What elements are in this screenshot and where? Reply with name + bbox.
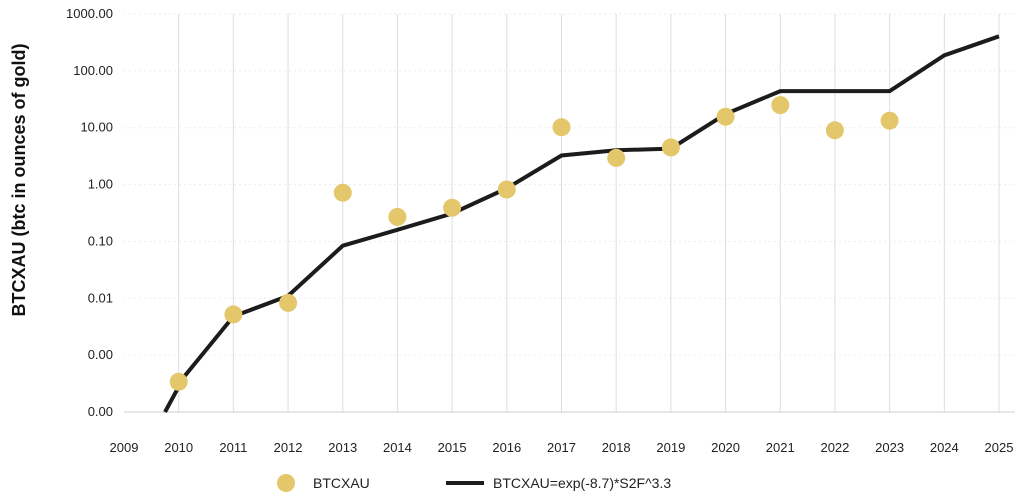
btcxau-scatter-series [169, 96, 899, 391]
y-tick-label: 100.00 [73, 63, 113, 78]
x-tick-label: 2024 [930, 440, 959, 455]
y-tick-label: 0.01 [88, 290, 113, 305]
x-tick-label: 2012 [274, 440, 303, 455]
x-tick-label: 2009 [110, 440, 139, 455]
btcxau-point [661, 138, 680, 157]
grid [124, 13, 1015, 412]
x-tick-label: 2022 [820, 440, 849, 455]
x-tick-label: 2018 [602, 440, 631, 455]
legend-marker-btcxau [277, 474, 295, 492]
x-tick-label: 2010 [164, 440, 193, 455]
btcxau-point [279, 293, 298, 312]
x-tick-label: 2011 [219, 440, 247, 455]
btcxau-point [716, 107, 735, 126]
model-line-series [163, 34, 1000, 413]
y-tick-label: 1000.00 [66, 6, 113, 21]
x-tick-label: 2014 [383, 440, 412, 455]
x-tick-label: 2025 [985, 440, 1014, 455]
legend-label-model: BTCXAU=exp(-8.7)*S2F^3.3 [493, 475, 671, 491]
btcxau-point [825, 121, 844, 140]
x-tick-label: 2015 [438, 440, 467, 455]
btcxau-point [607, 148, 626, 167]
btcxau-point [771, 96, 790, 115]
btcxau-point [333, 183, 352, 202]
x-tick-label: 2020 [711, 440, 740, 455]
y-tick-label: 0.10 [88, 233, 113, 248]
btcxau-point [224, 305, 243, 324]
y-tick-label: 0.00 [88, 347, 113, 362]
btcxau-point [880, 111, 899, 130]
btcxau-point [443, 198, 462, 217]
x-tick-label: 2023 [875, 440, 904, 455]
btcxau-point [388, 207, 407, 226]
model-line [163, 34, 1000, 413]
legend-label-btcxau: BTCXAU [313, 475, 370, 491]
y-tick-labels: 1000.00 100.00 10.00 1.00 0.10 0.01 0.00 0.00 [66, 6, 113, 419]
y-axis-label: BTCXAU (btc in ounces of gold) [9, 44, 29, 317]
x-tick-label: 2017 [547, 440, 576, 455]
btcxau-point [552, 118, 571, 137]
legend: BTCXAU BTCXAU=exp(-8.7)*S2F^3.3 [277, 474, 671, 492]
x-tick-label: 2021 [766, 440, 795, 455]
btcxau-point [497, 180, 516, 199]
btcxau-point [169, 372, 188, 391]
x-tick-label: 2019 [656, 440, 685, 455]
x-tick-labels: 2009 2010 2011 2012 2013 2014 2015 2016 2017 2018… [110, 440, 1014, 455]
y-tick-label: 1.00 [88, 177, 113, 192]
x-tick-label: 2013 [328, 440, 357, 455]
y-tick-label: 10.00 [80, 120, 113, 135]
x-tick-label: 2016 [492, 440, 521, 455]
y-tick-label: 0.00 [88, 404, 113, 419]
